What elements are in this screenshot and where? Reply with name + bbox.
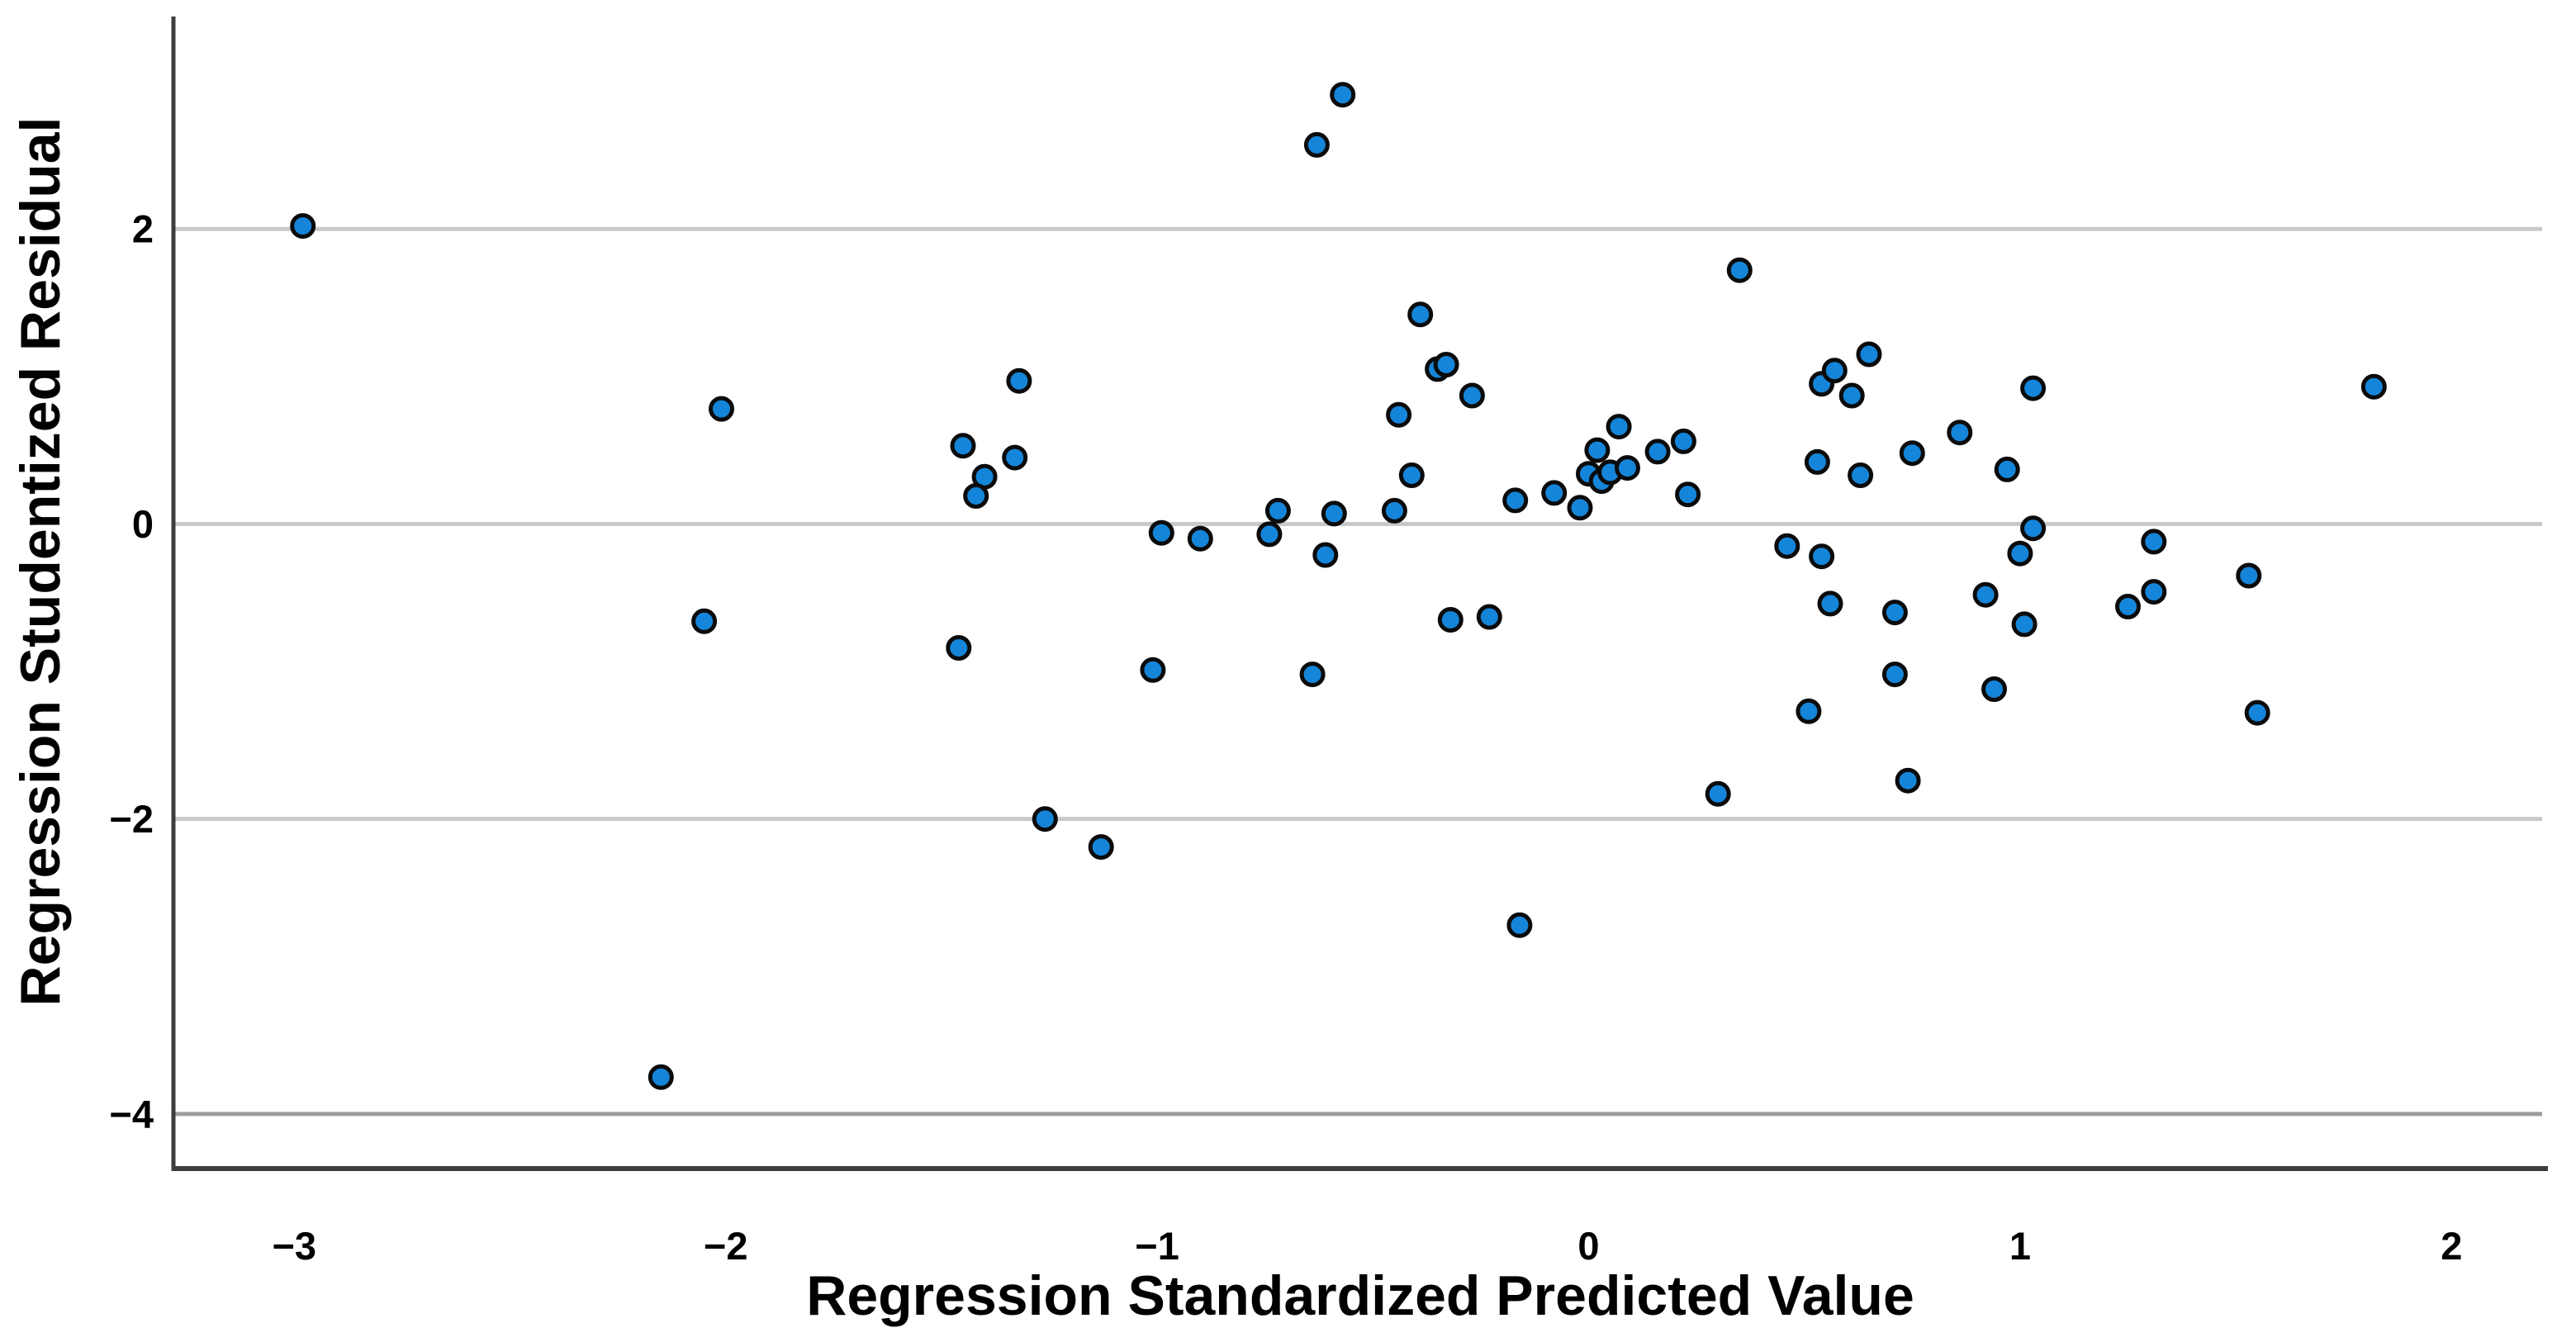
data-point [1032, 806, 1058, 832]
data-point [1881, 600, 1908, 626]
data-point [1796, 698, 1822, 724]
y-tick-label--2: −2 [109, 797, 154, 841]
data-point [1381, 497, 1407, 524]
data-point [1407, 301, 1434, 328]
tick-labels: 2 0 −2 −4 −3 −2 −1 0 1 2 [109, 207, 2462, 1268]
x-axis-title: Regression Standardized Predicted Value [806, 1264, 1914, 1327]
data-point [1312, 542, 1339, 568]
data-point [1838, 382, 1865, 409]
data-point [1584, 437, 1611, 463]
data-point [1002, 444, 1028, 471]
data-point [1899, 440, 1925, 467]
data-point [1817, 590, 1843, 617]
data-point [1148, 519, 1174, 546]
data-point [2141, 529, 2167, 555]
data-point [1774, 533, 1800, 559]
data-point [2020, 515, 2047, 542]
data-point [1615, 455, 1640, 481]
data-point [1675, 481, 1701, 508]
data-point [1006, 368, 1032, 394]
data-point [1705, 780, 1731, 807]
data-point [1947, 420, 1973, 446]
data-points [290, 82, 2387, 1090]
data-point [1670, 428, 1696, 454]
x-tick-label-2: 2 [2441, 1224, 2462, 1268]
data-point [950, 433, 976, 459]
data-point [1726, 257, 1753, 283]
data-point [2236, 562, 2262, 589]
x-tick-label--2: −2 [704, 1224, 748, 1268]
data-point [1856, 341, 1882, 368]
data-point [1398, 462, 1425, 488]
data-point [946, 635, 972, 661]
x-tick-label--1: −1 [1135, 1224, 1179, 1268]
data-point [1895, 767, 1921, 794]
data-point [290, 213, 316, 239]
data-point [1567, 495, 1593, 521]
data-point [2115, 594, 2141, 619]
data-point [1881, 662, 1908, 688]
y-axis-title: Regression Studentized Residual [9, 117, 72, 1007]
data-point [1981, 676, 2007, 702]
data-point [709, 396, 734, 422]
x-tick-label-0: 0 [1577, 1224, 1599, 1268]
data-point [1972, 581, 1999, 608]
data-point [963, 483, 989, 509]
data-point [648, 1064, 674, 1090]
data-point [1541, 480, 1568, 506]
data-point [1088, 834, 1114, 861]
y-tick-label-2: 2 [132, 207, 154, 251]
data-point [2020, 375, 2047, 401]
data-point [1321, 500, 1347, 527]
data-point [1476, 604, 1502, 630]
data-point [1140, 657, 1166, 683]
data-point [1848, 462, 1874, 488]
gridlines [175, 226, 2542, 1117]
data-point [1256, 521, 1283, 548]
data-point [2007, 540, 2033, 567]
data-point [1330, 82, 1356, 108]
data-point [1187, 525, 1213, 552]
data-point [1644, 439, 1671, 465]
data-point [691, 608, 718, 634]
data-point [1502, 487, 1529, 514]
data-point [1606, 414, 1632, 440]
data-point [1506, 912, 1533, 938]
data-point [1299, 662, 1326, 688]
data-point [2011, 611, 2038, 638]
data-point [1264, 497, 1291, 524]
data-point [1994, 456, 2020, 482]
data-point [1433, 352, 1459, 377]
data-point [1804, 448, 1830, 475]
data-point [1386, 401, 1412, 428]
x-tick-label--3: −3 [272, 1224, 316, 1268]
data-point [1303, 131, 1330, 158]
data-point [1437, 607, 1464, 633]
data-point [1809, 543, 1835, 570]
y-tick-label-0: 0 [132, 502, 154, 546]
data-point [2141, 579, 2167, 605]
data-point [1459, 382, 1485, 409]
axes [171, 17, 2548, 1171]
x-tick-label-1: 1 [2009, 1224, 2031, 1268]
data-point [1821, 358, 1848, 384]
data-point [2244, 699, 2270, 726]
data-point [2360, 373, 2387, 400]
y-tick-label--4: −4 [109, 1092, 154, 1136]
